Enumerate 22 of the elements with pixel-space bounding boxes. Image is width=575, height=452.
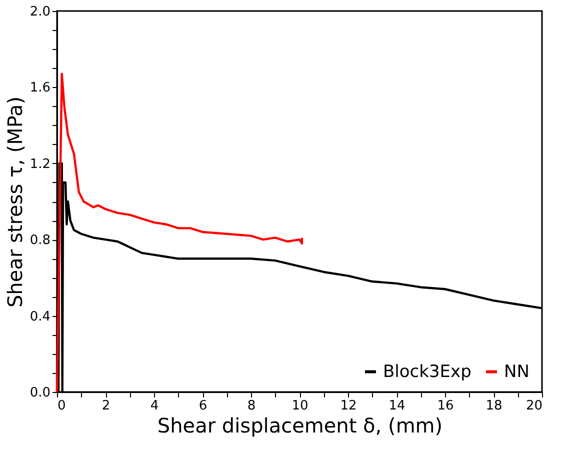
y-tick-label: 2.0 — [30, 4, 50, 20]
y-tick-label: 0.8 — [30, 233, 50, 248]
x-tick-label: 0 — [58, 398, 66, 414]
x-tick-label: 16 — [437, 398, 454, 414]
y-tick-label: 0.0 — [30, 386, 50, 400]
x-tick-label: 8 — [247, 398, 256, 414]
x-tick-label: 10 — [292, 398, 308, 414]
y-tick-label: 0.4 — [30, 309, 50, 324]
line-series — [56, 72, 304, 394]
y-axis-title: Shear stress τ, (MPa) — [2, 96, 27, 308]
legend-label: Block3Exp — [383, 362, 472, 382]
y-tick-label: 1.6 — [30, 80, 50, 96]
x-axis-title: Shear displacement δ, (mm) — [157, 414, 443, 438]
x-tick-label: 14 — [388, 398, 406, 414]
x-tick-label: 4 — [150, 398, 159, 414]
y-tick-label: 1.2 — [30, 156, 50, 172]
x-tick-label: 2 — [102, 398, 110, 414]
x-tick-label: 20 — [526, 398, 542, 414]
legend-label: NN — [504, 362, 530, 382]
x-tick-label: 12 — [340, 398, 357, 414]
x-tick-label: 18 — [486, 398, 502, 414]
x-tick-label: 6 — [198, 398, 208, 414]
